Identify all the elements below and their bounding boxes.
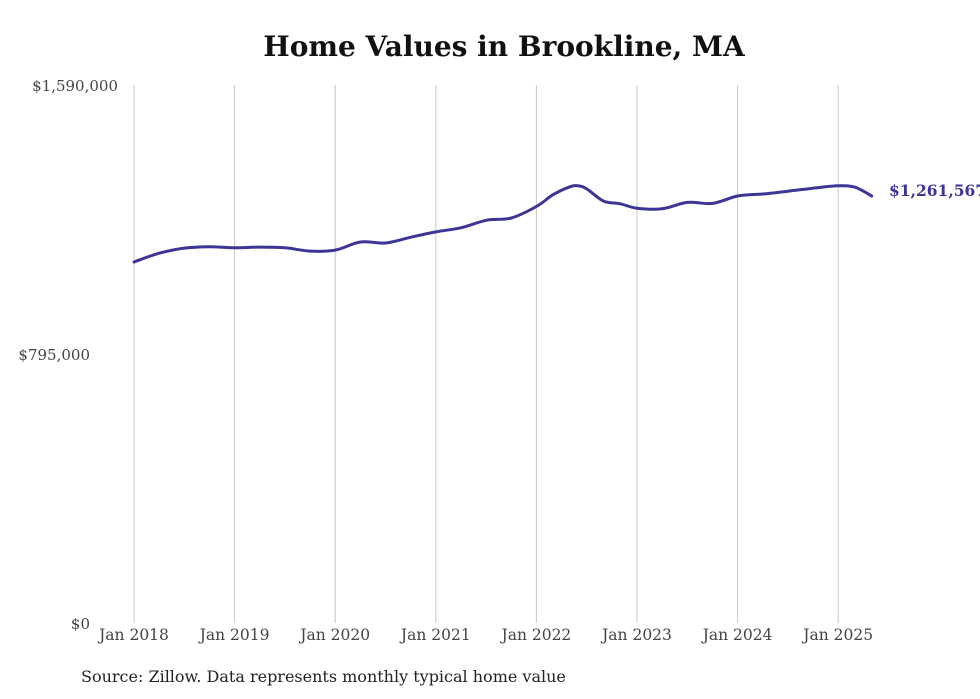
- y-tick-label: $1,590,000: [32, 77, 118, 95]
- x-tick-label: Jan 2020: [298, 626, 370, 644]
- x-tick-label: Jan 2025: [801, 626, 873, 644]
- series-line: [132, 184, 874, 264]
- chart-title: Home Values in Brookline, MA: [263, 30, 745, 63]
- x-tick-label: Jan 2023: [600, 626, 672, 644]
- x-tick-label: Jan 2018: [97, 626, 169, 644]
- x-tick-label: Jan 2019: [198, 626, 270, 644]
- end-value-label: $1,261,567: [889, 181, 980, 200]
- x-tick-label: Jan 2024: [701, 626, 773, 644]
- y-tick-label: $0: [71, 615, 90, 633]
- x-tick-label: Jan 2022: [499, 626, 571, 644]
- y-tick-label: $795,000: [18, 346, 90, 364]
- x-tick-label: Jan 2021: [399, 626, 471, 644]
- source-note: Source: Zillow. Data represents monthly …: [81, 667, 566, 686]
